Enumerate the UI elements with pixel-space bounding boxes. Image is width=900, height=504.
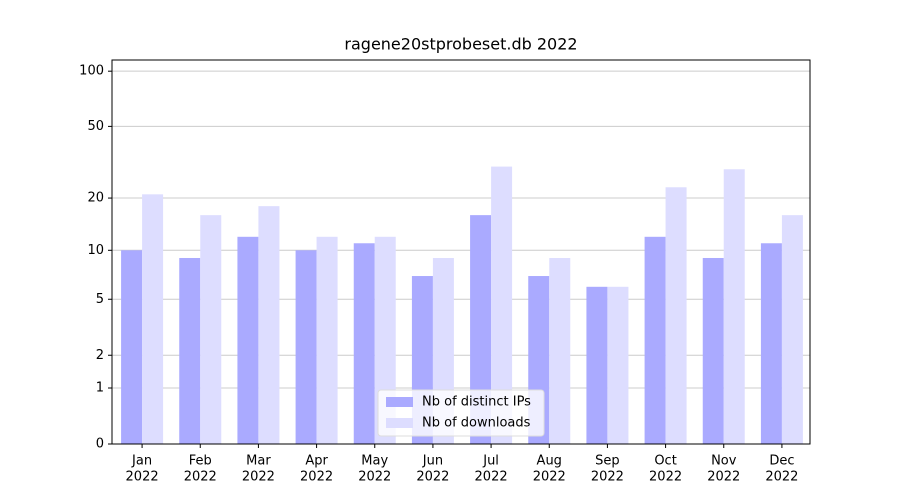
x-tick-label: 2022 xyxy=(358,470,391,485)
x-tick-label: Apr xyxy=(305,454,328,469)
x-tick-label: Mar xyxy=(246,454,271,469)
bar xyxy=(295,250,317,444)
legend-label: Nb of downloads xyxy=(422,416,531,431)
x-tick-label: 2022 xyxy=(242,470,275,485)
x-tick-label: Jan xyxy=(131,454,152,469)
x-tick-label: 2022 xyxy=(707,470,740,485)
bar xyxy=(142,194,164,444)
y-tick-label: 0 xyxy=(96,437,104,452)
legend-swatch xyxy=(386,397,413,407)
x-tick-label: Nov xyxy=(711,454,737,469)
x-tick-label: 2022 xyxy=(533,470,566,485)
x-tick-label: 2022 xyxy=(184,470,217,485)
bar xyxy=(665,187,687,444)
bar xyxy=(470,215,492,444)
bar xyxy=(179,257,201,444)
x-tick-label: 2022 xyxy=(126,470,159,485)
x-tick-label: 2022 xyxy=(765,470,798,485)
y-tick-label: 20 xyxy=(87,191,104,206)
y-tick-label: 1 xyxy=(96,381,104,396)
bar xyxy=(353,243,375,444)
plot-frame xyxy=(111,59,811,445)
bar xyxy=(237,236,259,444)
x-tick-label: 2022 xyxy=(475,470,508,485)
x-tick-label: Dec xyxy=(769,454,794,469)
x-tick-label: 2022 xyxy=(416,470,449,485)
y-tick-label: 5 xyxy=(96,292,104,307)
chart-title: ragene20stprobeset.db 2022 xyxy=(344,35,577,54)
x-tick-label: 2022 xyxy=(300,470,333,485)
legend-swatch xyxy=(386,418,413,428)
x-tick-label: Jun xyxy=(422,454,443,469)
legend-box xyxy=(377,389,545,437)
bar xyxy=(258,206,280,444)
bar xyxy=(723,169,745,444)
bar xyxy=(121,250,143,444)
x-tick-label: Feb xyxy=(189,454,212,469)
bar xyxy=(316,236,338,444)
bar xyxy=(491,166,513,444)
x-tick-label: May xyxy=(361,454,388,469)
x-tick-label: Jul xyxy=(482,454,499,469)
x-tick-label: Sep xyxy=(595,454,620,469)
x-tick-label: 2022 xyxy=(649,470,682,485)
y-tick-label: 10 xyxy=(87,243,104,258)
x-tick-label: 2022 xyxy=(591,470,624,485)
bar xyxy=(702,257,724,444)
bar xyxy=(607,286,629,444)
y-tick-label: 100 xyxy=(79,64,104,79)
x-tick-label: Oct xyxy=(654,454,676,469)
bar xyxy=(760,243,782,444)
legend-label: Nb of distinct IPs xyxy=(422,395,531,410)
bar xyxy=(644,236,666,444)
bar xyxy=(586,286,608,444)
x-tick-label: Aug xyxy=(537,454,562,469)
bar xyxy=(781,215,803,444)
legend: Nb of distinct IPs Nb of downloads xyxy=(377,389,545,437)
bar xyxy=(200,215,222,444)
y-tick-label: 50 xyxy=(87,119,104,134)
y-tick-label: 2 xyxy=(96,348,104,363)
bar xyxy=(549,257,571,444)
